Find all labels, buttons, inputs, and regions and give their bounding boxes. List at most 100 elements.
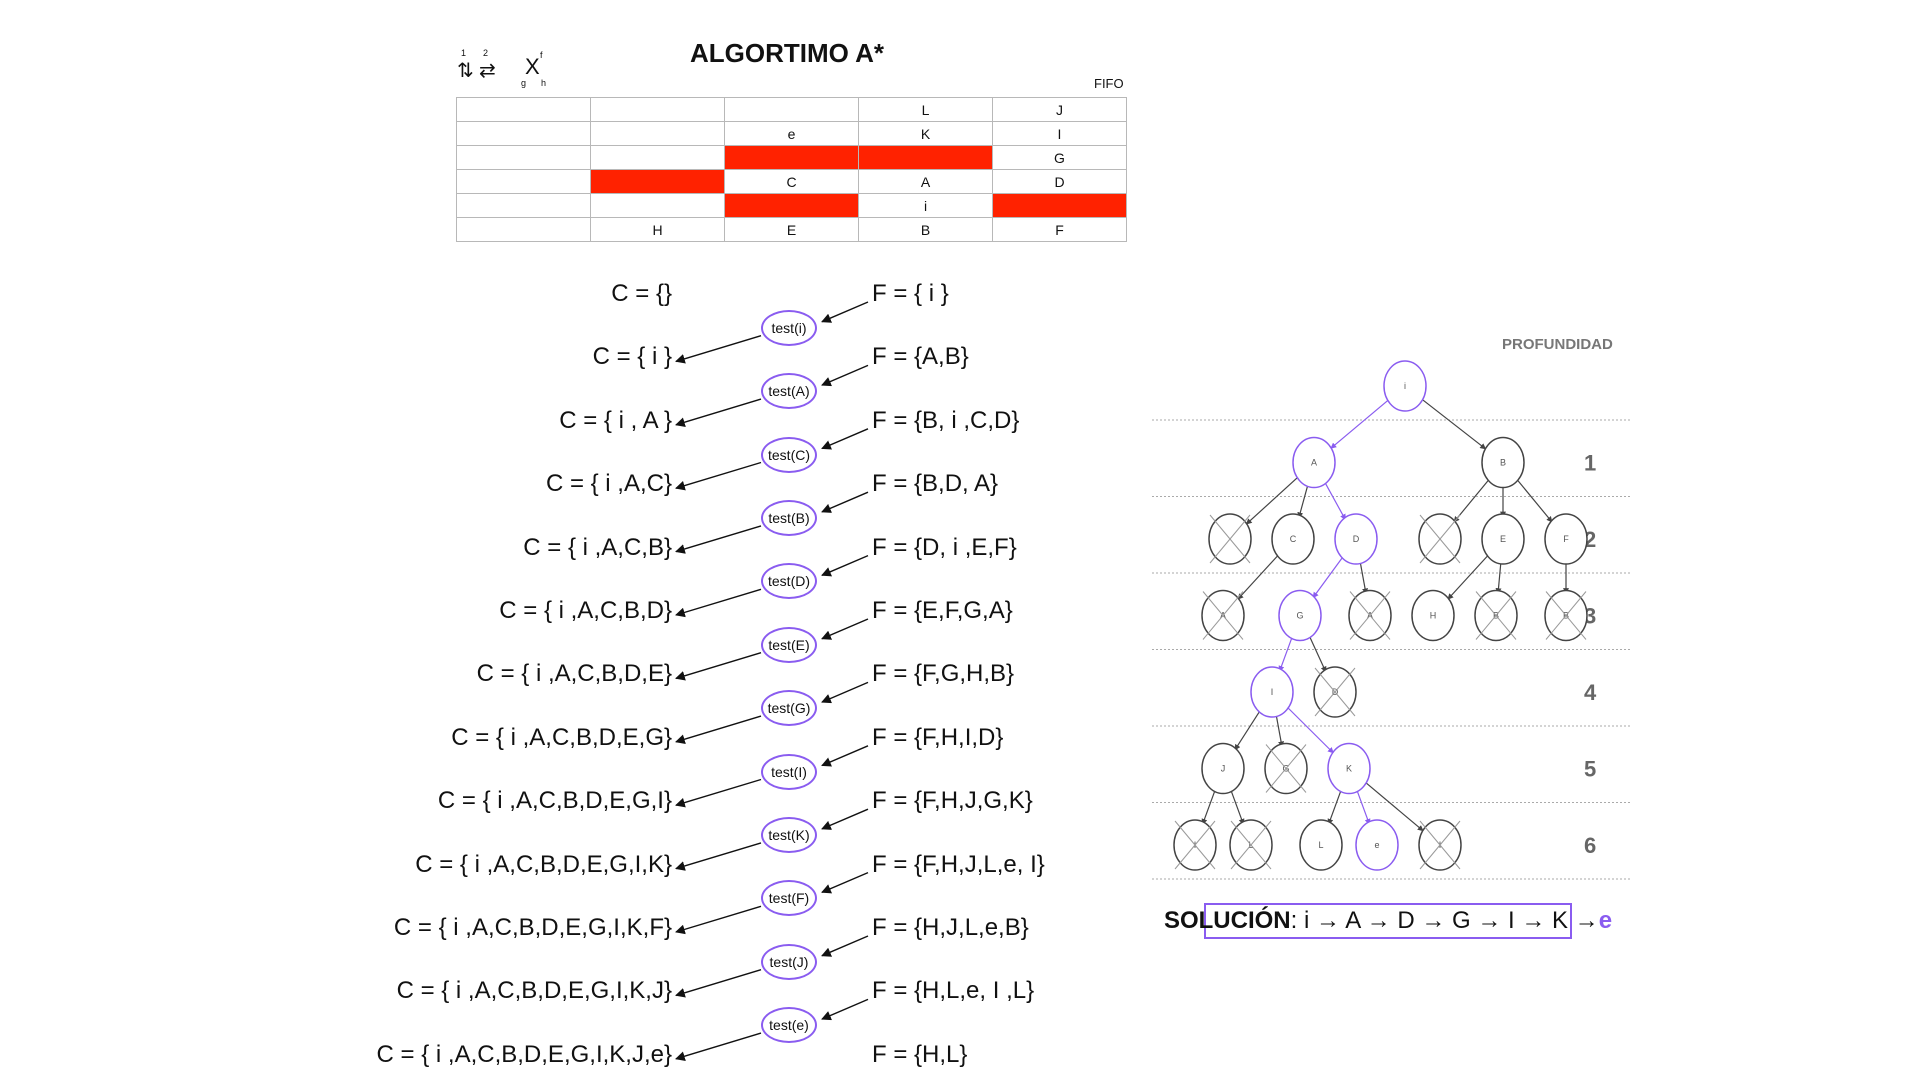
tree-node-pruned — [1418, 513, 1462, 565]
cross-mark — [1419, 820, 1461, 870]
node-circle — [1481, 436, 1525, 489]
arrow-to-test — [821, 871, 869, 894]
closed-set-line: C = { i ,A,C,B,D,E,G,I} — [437, 787, 672, 815]
depth-label: 6 — [1584, 833, 1596, 858]
arrow-to-closed — [675, 398, 762, 427]
node-label: I — [1271, 687, 1274, 697]
node-label: L — [1318, 840, 1323, 850]
arrow-to-test — [821, 364, 869, 387]
arrow-to-test — [821, 745, 869, 767]
test-node: test(D) — [761, 563, 817, 600]
tree-node-d: D — [1313, 666, 1357, 718]
closed-set-line: C = {} — [611, 280, 672, 307]
test-node: test(K) — [761, 816, 817, 853]
closed-set-line: C = { i ,A,C} — [545, 470, 672, 498]
node-label: e — [1374, 840, 1379, 850]
cross-mark — [1202, 591, 1244, 640]
node-circle — [1383, 360, 1427, 412]
grid-cell: e — [724, 121, 859, 146]
arrow-to-test — [821, 301, 869, 323]
test-node: test(F) — [761, 880, 817, 917]
arrow-to-closed — [675, 778, 762, 808]
grid-cell — [456, 169, 591, 194]
tree-edge — [1327, 788, 1343, 825]
grid-cell: L — [858, 97, 993, 122]
tree-node-e: e — [1355, 819, 1399, 871]
cross-mark — [1174, 820, 1216, 870]
tree-edge — [1447, 554, 1489, 600]
open-set-line: F = {H,L} — [872, 1040, 968, 1068]
node-label: B — [1500, 458, 1506, 468]
node-circle — [1292, 436, 1336, 489]
legend-icons: 1 2 ⇅ ⇄ X f g h — [455, 48, 546, 88]
tree-node-d: D — [1334, 513, 1378, 565]
test-node: test(E) — [761, 626, 817, 663]
arrow-to-test — [821, 808, 869, 830]
test-node: test(A) — [761, 373, 817, 410]
tree-edge — [1365, 782, 1424, 832]
test-node: test(i) — [761, 309, 817, 346]
arrow-to-test — [821, 428, 869, 450]
obstacle-cell — [724, 145, 859, 170]
open-set-line: F = {B, i ,C,D} — [872, 406, 1020, 434]
cross-mark — [1419, 514, 1461, 564]
node-circle — [1278, 589, 1322, 642]
arrow-to-test — [821, 681, 869, 704]
swap-vertical-icon: ⇅ — [457, 60, 474, 82]
tree-edge — [1359, 560, 1369, 595]
tree-node-i: I — [1250, 666, 1294, 718]
tree-path-edge — [1312, 556, 1344, 599]
grid-cell — [724, 97, 859, 122]
search-tree: 123456iABCDEFAGAHBBIDJGKILLeI — [1152, 360, 1630, 880]
open-set-line: F = {B,D, A} — [872, 470, 999, 498]
grid-cell: J — [992, 97, 1127, 122]
node-label: E — [1500, 534, 1506, 544]
tree-edge — [1275, 713, 1285, 748]
arrow-to-test — [821, 618, 869, 640]
closed-set-line: C = { i ,A,C,B,D,E,G,I,K,F} — [393, 914, 672, 941]
grid-cell: H — [590, 217, 725, 242]
solution-box: SOLUCIÓN : i → A → D → G → I → K → e — [1164, 903, 1612, 939]
node-label: H — [1430, 611, 1437, 621]
node-circle — [1411, 589, 1455, 642]
tree-node-k: K — [1327, 742, 1371, 795]
page-title: ALGORTIMO A* — [690, 38, 885, 68]
grid-cell: F — [992, 217, 1127, 242]
grid-cell — [456, 145, 591, 170]
tree-edge — [1495, 560, 1502, 595]
tree-path-edge — [1278, 635, 1294, 672]
depth-label: 5 — [1584, 757, 1596, 782]
open-set-line: F = {F,H,I,D} — [872, 723, 1004, 751]
tree-edge — [1297, 483, 1309, 519]
node-circle — [1481, 513, 1525, 565]
grid-cell: E — [724, 217, 859, 242]
node-circle — [1334, 513, 1378, 565]
test-node: test(C) — [761, 436, 817, 473]
tree-edge — [1201, 788, 1217, 825]
closed-set-line: C = { i ,A,C,B,D,E,G,I,K,J,e} — [376, 1040, 672, 1068]
tree-node-l: L — [1229, 819, 1273, 871]
node-label: G — [1296, 611, 1303, 621]
arrow-to-closed — [675, 335, 762, 364]
solution-goal: e — [1598, 907, 1613, 934]
tree-node-j: J — [1201, 742, 1245, 795]
test-node: test(e) — [761, 1007, 817, 1044]
test-node: test(I) — [761, 753, 817, 790]
obstacle-cell — [590, 169, 725, 194]
node-circle — [1299, 819, 1343, 871]
arrow-to-test — [821, 554, 869, 577]
arrow-to-test — [821, 935, 869, 957]
arrow-to-closed — [675, 652, 762, 681]
tree-node-i: i — [1383, 360, 1427, 412]
node-label: A — [1311, 458, 1317, 468]
node-circle — [1271, 513, 1315, 565]
arrow-to-closed — [675, 525, 762, 554]
x-symbol: X — [525, 54, 540, 79]
open-set-line: F = { i } — [872, 280, 949, 307]
node-label: i — [1404, 381, 1406, 391]
tree-node-l: L — [1299, 819, 1343, 871]
open-set-line: F = {H,L,e, I ,L} — [872, 977, 1035, 1005]
grid-cell: G — [992, 145, 1127, 170]
open-set-line: F = {F,H,J,G,K} — [872, 787, 1033, 815]
